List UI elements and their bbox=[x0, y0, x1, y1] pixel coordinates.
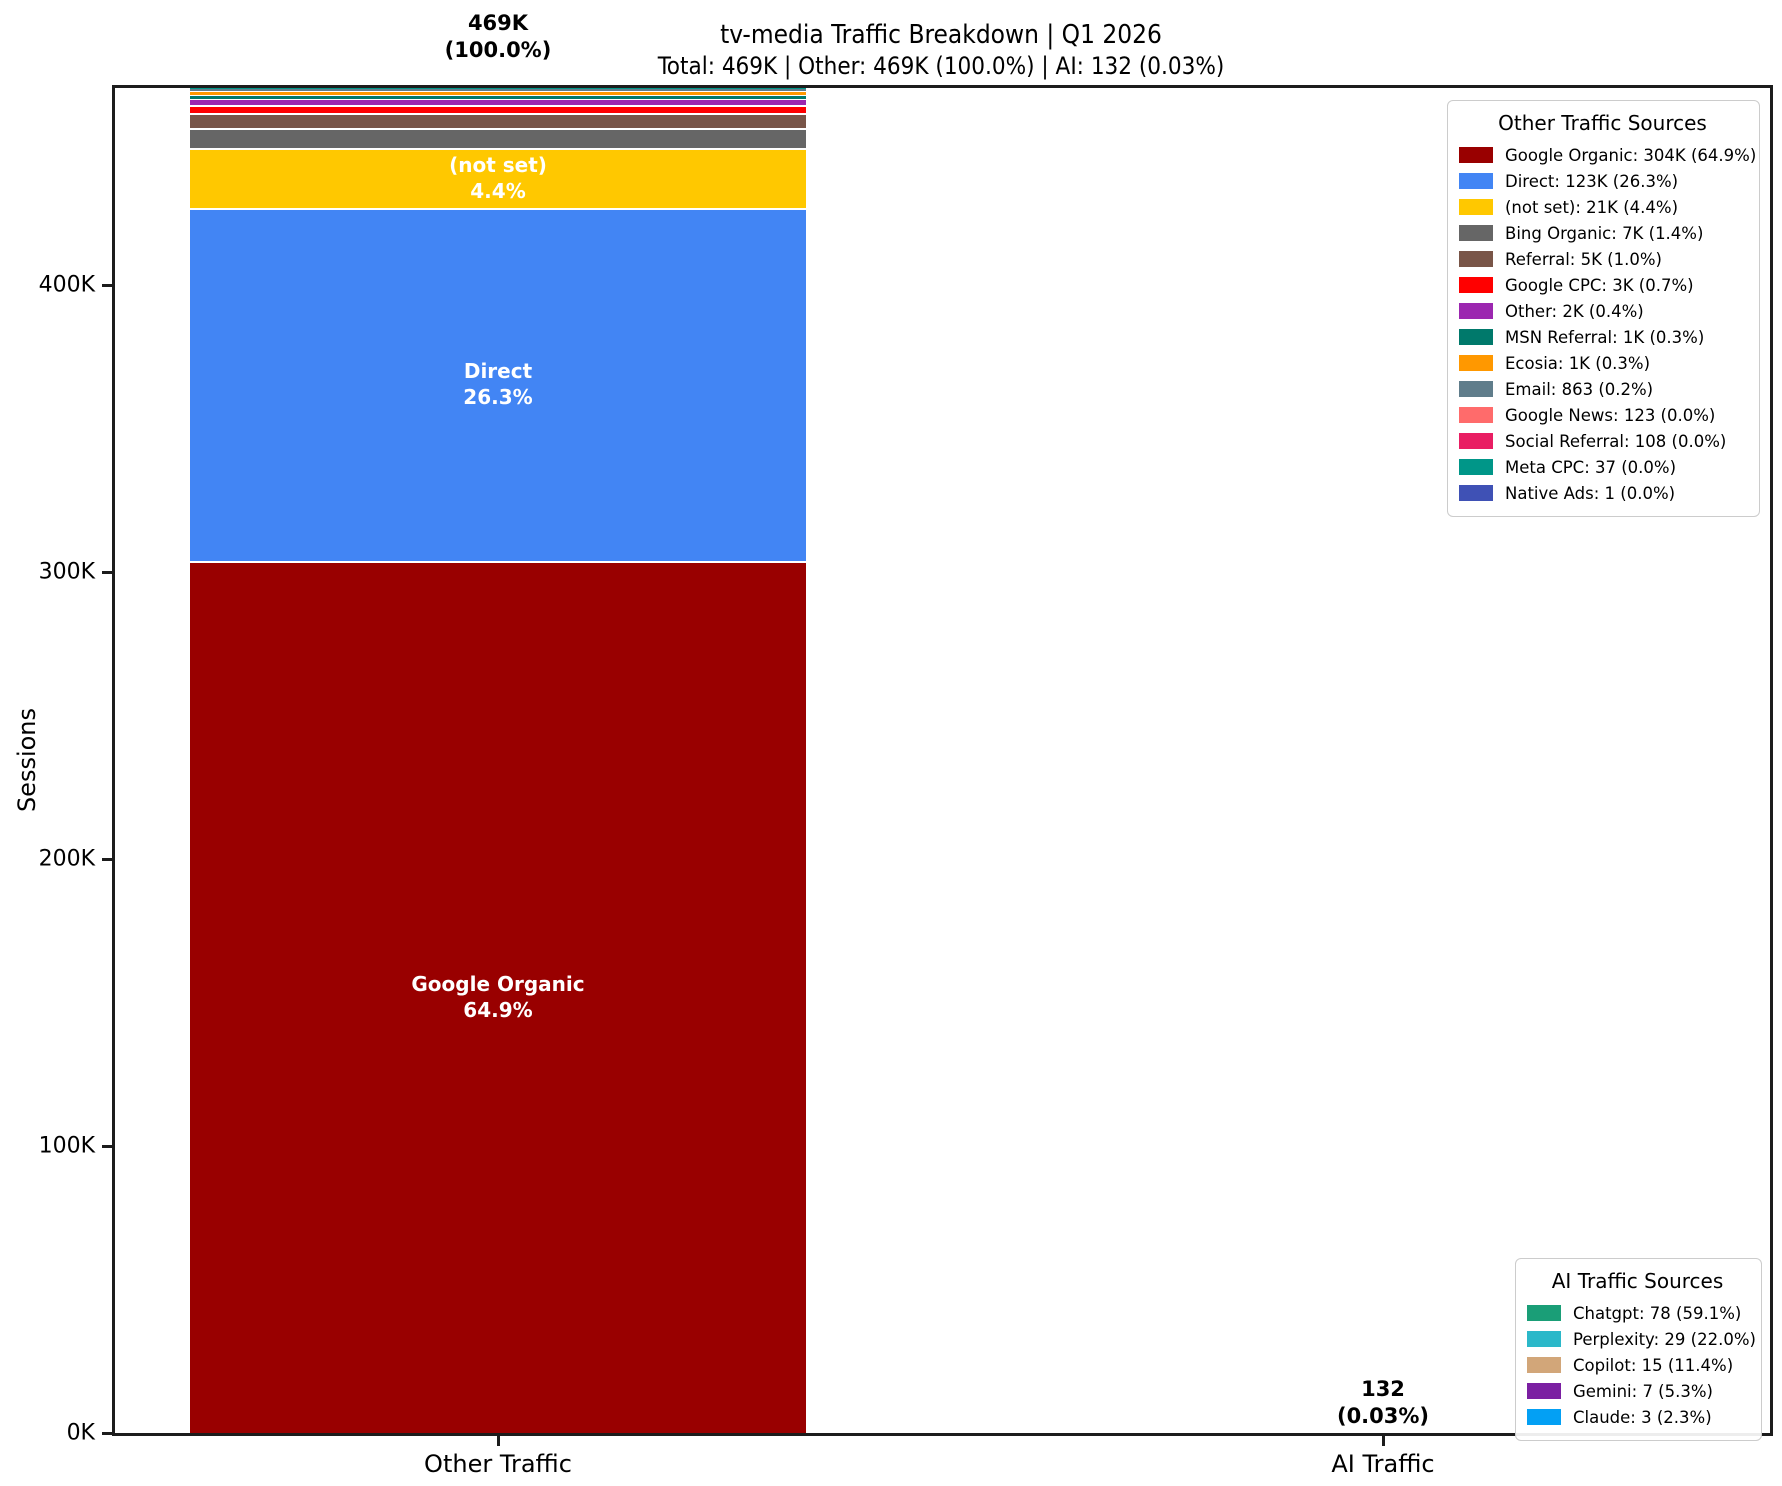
legend-item: Other: 2K (0.4%) bbox=[1459, 298, 1746, 324]
legend-ai-traffic: AI Traffic Sources Chatgpt: 78 (59.1%) Per… bbox=[1515, 1258, 1762, 1441]
legend-item: Claude: 3 (2.3%) bbox=[1527, 1404, 1748, 1430]
bar-segment-ecosia bbox=[190, 91, 806, 95]
legend-title: AI Traffic Sources bbox=[1551, 1269, 1724, 1293]
legend-item: Meta CPC: 37 (0.0%) bbox=[1459, 454, 1746, 480]
legend-swatch-chatgpt bbox=[1527, 1305, 1561, 1321]
legend-swatch-claude bbox=[1527, 1409, 1561, 1425]
legend-item-label: Google News: 123 (0.0%) bbox=[1505, 405, 1716, 425]
legend-item: Perplexity: 29 (22.0%) bbox=[1527, 1326, 1756, 1352]
legend-item-label: (not set): 21K (4.4%) bbox=[1505, 197, 1679, 217]
chart-title: tv-media Traffic Breakdown | Q1 2026 bbox=[720, 20, 1162, 50]
legend-swatch-google-cpc bbox=[1459, 277, 1493, 293]
legend-item-label: Social Referral: 108 (0.0%) bbox=[1505, 431, 1727, 451]
legend-item-label: Gemini: 7 (5.3%) bbox=[1573, 1381, 1713, 1401]
axis-spine-right bbox=[1770, 88, 1773, 1436]
bar-segment-bing-organic bbox=[190, 127, 806, 148]
bar-segment-other bbox=[190, 98, 806, 105]
legend-item: Bing Organic: 7K (1.4%) bbox=[1459, 220, 1746, 246]
axis-spine-top bbox=[112, 85, 1773, 88]
legend-item-label: Email: 863 (0.2%) bbox=[1505, 379, 1654, 399]
legend-item: Copilot: 15 (11.4%) bbox=[1527, 1352, 1748, 1378]
bar-segment--not-set- bbox=[190, 147, 806, 208]
x-tick-mark bbox=[1381, 1436, 1385, 1446]
legend-swatch-google-organic bbox=[1459, 147, 1493, 163]
legend-item: Direct: 123K (26.3%) bbox=[1459, 168, 1746, 194]
y-tick-mark bbox=[102, 1144, 112, 1148]
legend-item-label: Direct: 123K (26.3%) bbox=[1505, 171, 1679, 191]
y-tick-mark bbox=[102, 1431, 112, 1435]
bar-segment-msn-referral bbox=[190, 94, 806, 99]
y-tick-label: 400K bbox=[38, 272, 95, 298]
x-tick-mark bbox=[496, 1436, 500, 1446]
bar-segment-label: Google Organic 64.9% bbox=[411, 971, 585, 1022]
legend-swatch-perplexity bbox=[1527, 1331, 1561, 1347]
legend-item: Gemini: 7 (5.3%) bbox=[1527, 1378, 1748, 1404]
legend-item-label: Perplexity: 29 (22.0%) bbox=[1573, 1329, 1756, 1349]
legend-swatch-other bbox=[1459, 303, 1493, 319]
y-tick-label: 200K bbox=[38, 846, 95, 872]
axis-spine-left bbox=[112, 88, 115, 1436]
legend-swatch-meta-cpc bbox=[1459, 459, 1493, 475]
legend-other-traffic: Other Traffic Sources Google Organic: 304… bbox=[1447, 100, 1760, 517]
axis-spine-bottom bbox=[112, 1433, 1773, 1436]
legend-swatch--not-set- bbox=[1459, 199, 1493, 215]
legend-item-label: Google CPC: 3K (0.7%) bbox=[1505, 275, 1694, 295]
legend-item-label: Ecosia: 1K (0.3%) bbox=[1505, 353, 1651, 373]
bar-segment-direct bbox=[190, 208, 806, 561]
legend-item: Chatgpt: 78 (59.1%) bbox=[1527, 1300, 1748, 1326]
legend-item-label: Copilot: 15 (11.4%) bbox=[1573, 1355, 1734, 1375]
legend-item-label: Referral: 5K (1.0%) bbox=[1505, 249, 1662, 269]
legend-item: Google News: 123 (0.0%) bbox=[1459, 402, 1746, 428]
legend-item: MSN Referral: 1K (0.3%) bbox=[1459, 324, 1746, 350]
legend-item-label: Bing Organic: 7K (1.4%) bbox=[1505, 223, 1704, 243]
legend-swatch-ecosia bbox=[1459, 355, 1493, 371]
legend-item: Social Referral: 108 (0.0%) bbox=[1459, 428, 1746, 454]
y-tick-label: 300K bbox=[38, 559, 95, 585]
legend-item: Ecosia: 1K (0.3%) bbox=[1459, 350, 1746, 376]
bar-segment-google-cpc bbox=[190, 104, 806, 114]
bar-total-annotation: 469K (100.0%) bbox=[444, 11, 552, 62]
chart-subtitle: Total: 469K | Other: 469K (100.0%) | AI:… bbox=[657, 52, 1225, 80]
legend-swatch-gemini bbox=[1527, 1383, 1561, 1399]
y-axis-title: Sessions bbox=[13, 707, 41, 813]
legend-swatch-bing-organic bbox=[1459, 225, 1493, 241]
legend-item-label: Other: 2K (0.4%) bbox=[1505, 301, 1644, 321]
legend-item-label: Google Organic: 304K (64.9%) bbox=[1505, 145, 1757, 165]
legend-item-label: Meta CPC: 37 (0.0%) bbox=[1505, 457, 1677, 477]
legend-item: Google Organic: 304K (64.9%) bbox=[1459, 142, 1756, 168]
bar-segment-label: Direct 26.3% bbox=[463, 359, 533, 410]
legend-item-label: Claude: 3 (2.3%) bbox=[1573, 1407, 1712, 1427]
legend-swatch-email bbox=[1459, 381, 1493, 397]
legend-swatch-social-referral bbox=[1459, 433, 1493, 449]
legend-swatch-direct bbox=[1459, 173, 1493, 189]
legend-title: Other Traffic Sources bbox=[1498, 111, 1707, 135]
y-tick-label: 100K bbox=[38, 1133, 95, 1159]
legend-swatch-referral bbox=[1459, 251, 1493, 267]
legend-swatch-google-news bbox=[1459, 407, 1493, 423]
y-tick-label: 0K bbox=[66, 1420, 95, 1446]
legend-swatch-msn-referral bbox=[1459, 329, 1493, 345]
legend-item-label: Native Ads: 1 (0.0%) bbox=[1505, 483, 1676, 503]
bar-segment-label: (not set) 4.4% bbox=[449, 152, 547, 203]
y-tick-mark bbox=[102, 857, 112, 861]
legend-item: Google CPC: 3K (0.7%) bbox=[1459, 272, 1746, 298]
legend-item: Referral: 5K (1.0%) bbox=[1459, 246, 1746, 272]
bar-total-annotation: 132 (0.03%) bbox=[1336, 1376, 1430, 1428]
legend-item-label: MSN Referral: 1K (0.3%) bbox=[1505, 327, 1705, 347]
legend-item: Email: 863 (0.2%) bbox=[1459, 376, 1746, 402]
x-tick-label-other-traffic: Other Traffic bbox=[424, 1450, 572, 1478]
bar-segment-email bbox=[190, 88, 806, 92]
legend-item: Native Ads: 1 (0.0%) bbox=[1459, 480, 1746, 506]
bar-segment-google-organic bbox=[190, 560, 806, 1433]
bar-segment-referral bbox=[190, 113, 806, 128]
y-tick-mark bbox=[102, 570, 112, 574]
legend-item: (not set): 21K (4.4%) bbox=[1459, 194, 1746, 220]
y-tick-mark bbox=[102, 283, 112, 287]
legend-swatch-copilot bbox=[1527, 1357, 1561, 1373]
legend-item-label: Chatgpt: 78 (59.1%) bbox=[1573, 1303, 1742, 1323]
x-tick-label-ai-traffic: AI Traffic bbox=[1331, 1450, 1435, 1478]
legend-swatch-native-ads bbox=[1459, 485, 1493, 501]
